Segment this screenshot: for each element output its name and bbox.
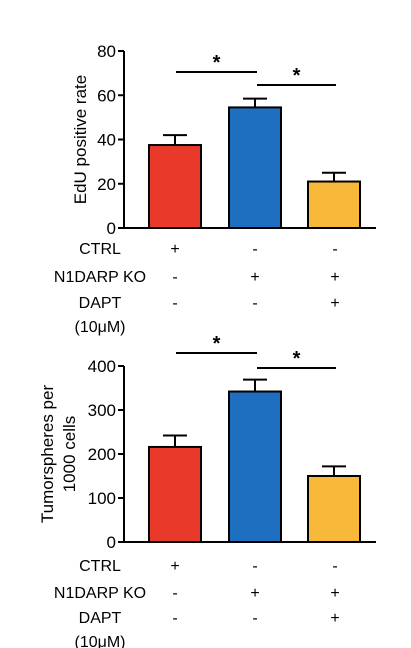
- y-tick-label: 60: [97, 86, 116, 105]
- y-axis-label: EdU positive rate: [71, 75, 90, 204]
- y-axis-label-line2: 1000 cells: [60, 416, 79, 493]
- y-tick-label: 400: [88, 357, 116, 376]
- condition-sign: -: [332, 558, 337, 575]
- bar: [148, 445, 202, 543]
- bar: [228, 390, 282, 543]
- bar: [307, 180, 361, 230]
- condition-label: CTRL: [79, 241, 121, 258]
- condition-sign: -: [172, 295, 177, 312]
- condition-sign: +: [170, 558, 179, 575]
- significance-star: *: [293, 65, 301, 87]
- significance-star: *: [213, 52, 221, 74]
- condition-sign: -: [252, 295, 257, 312]
- condition-label: DAPT: [79, 295, 122, 312]
- condition-label: DAPT: [79, 610, 122, 627]
- condition-sign: -: [252, 241, 257, 258]
- y-tick-label: 100: [88, 489, 116, 508]
- condition-sign: -: [252, 610, 257, 627]
- condition-sign: +: [170, 241, 179, 258]
- condition-sign: +: [250, 585, 259, 602]
- y-tick-label: 300: [88, 401, 116, 420]
- y-tick-label: 40: [97, 131, 116, 150]
- significance-star: *: [293, 348, 301, 370]
- y-tick-label: 20: [97, 175, 116, 194]
- y-tick-label: 80: [97, 42, 116, 61]
- condition-sign: -: [172, 610, 177, 627]
- condition-sign: -: [332, 241, 337, 258]
- bar: [307, 475, 361, 543]
- bar: [148, 144, 202, 229]
- significance-star: *: [213, 333, 221, 355]
- condition-label-line2: (10μM): [75, 634, 126, 648]
- y-tick-label: 0: [107, 219, 116, 238]
- condition-sign: +: [330, 585, 339, 602]
- y-axis-label: Tumorspheres per: [38, 385, 57, 524]
- bar: [228, 106, 282, 229]
- condition-label: N1DARP KO: [54, 269, 146, 286]
- condition-sign: +: [330, 269, 339, 286]
- condition-sign: -: [172, 269, 177, 286]
- condition-label-line2: (10μM): [75, 319, 126, 336]
- condition-label: CTRL: [79, 558, 121, 575]
- chart-panel-1: 0 20 40 60 80 EdU positive rate * * CTRL + - - N1DAR…: [54, 42, 376, 336]
- condition-sign: +: [330, 295, 339, 312]
- condition-label: N1DARP KO: [54, 585, 146, 602]
- condition-sign: -: [252, 558, 257, 575]
- condition-sign: +: [250, 269, 259, 286]
- chart-panel-2: 0 100 200 300 400 Tumorspheres per 1000 cells *…: [38, 333, 376, 648]
- y-tick-label: 200: [88, 445, 116, 464]
- condition-sign: +: [330, 610, 339, 627]
- y-tick-label: 0: [107, 533, 116, 552]
- condition-sign: -: [172, 585, 177, 602]
